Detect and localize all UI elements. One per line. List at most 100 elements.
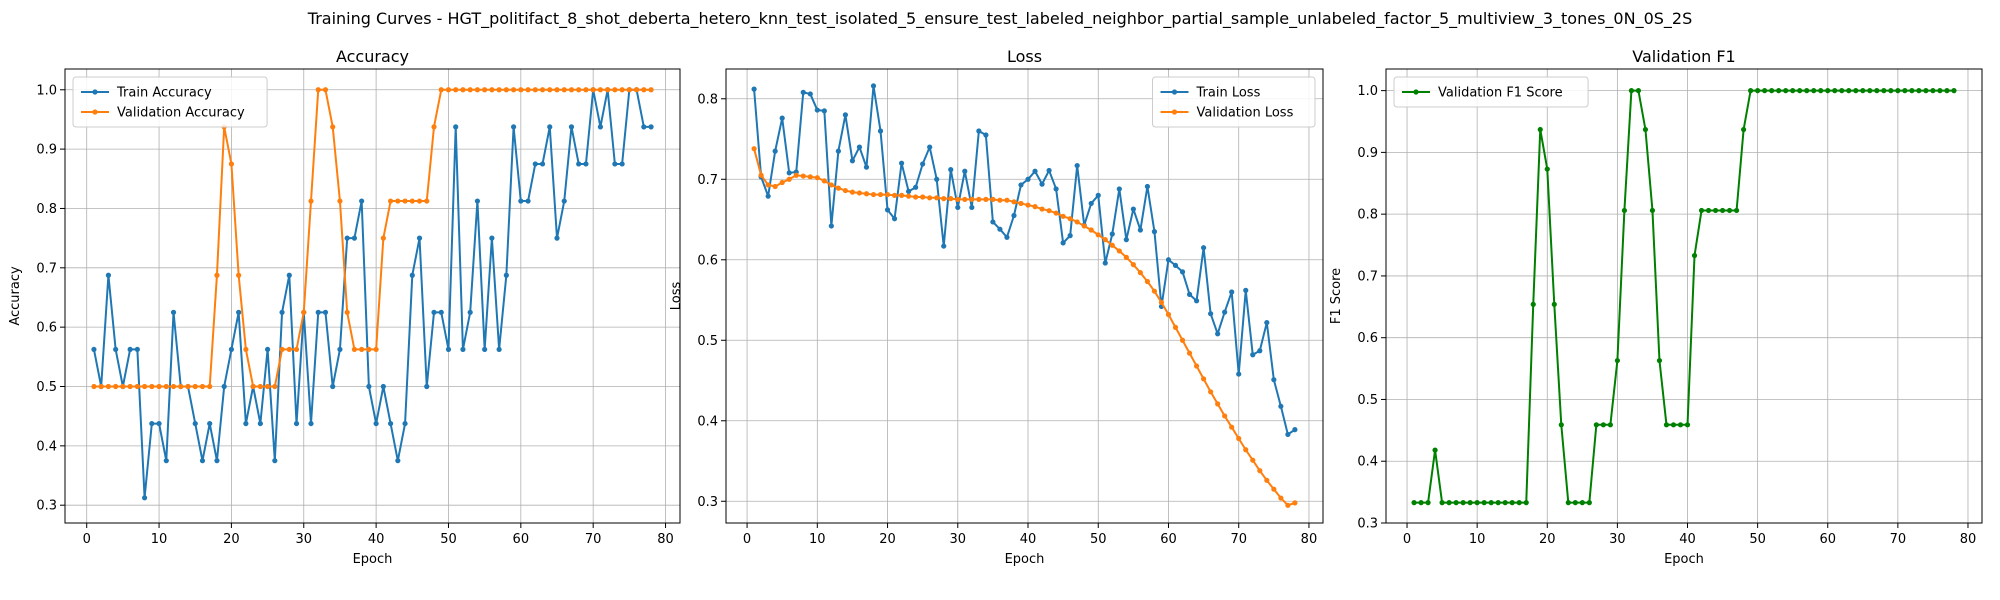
data-point (990, 196, 996, 203)
data-point (228, 161, 235, 167)
data-point (619, 161, 625, 167)
data-point (1523, 500, 1529, 506)
data-point (1411, 500, 1417, 506)
data-point (1032, 168, 1038, 174)
data-point (884, 207, 891, 213)
data-point (990, 219, 996, 225)
data-point (821, 178, 827, 184)
data-point (751, 86, 757, 92)
data-point (1853, 88, 1859, 94)
data-point (308, 420, 314, 427)
data-point (496, 346, 502, 353)
data-point (337, 346, 343, 353)
data-point (1818, 88, 1824, 94)
data-point (243, 346, 249, 353)
chart-title: Accuracy (336, 47, 409, 66)
data-point (1039, 206, 1045, 212)
data-point (807, 91, 813, 97)
data-point (772, 148, 778, 154)
data-point (941, 195, 947, 202)
data-point (1053, 186, 1059, 192)
data-point (373, 346, 379, 353)
data-point (906, 193, 912, 199)
x-tick-label: 50 (1090, 532, 1107, 547)
data-point (1804, 88, 1810, 94)
data-point (927, 144, 933, 150)
data-point (351, 235, 358, 241)
x-tick-label: 30 (1609, 532, 1626, 547)
series-line (92, 88, 652, 499)
data-point (583, 161, 589, 167)
x-tick-label: 30 (295, 532, 312, 547)
data-point (898, 192, 905, 198)
data-point (395, 458, 401, 464)
data-point (1762, 88, 1768, 94)
data-point (236, 309, 242, 315)
data-point (409, 198, 415, 204)
data-point (1495, 500, 1501, 506)
data-point (366, 383, 372, 390)
data-point (1600, 422, 1606, 428)
data-point (906, 188, 912, 194)
y-axis-label: Loss (669, 282, 684, 311)
data-point (438, 87, 444, 93)
legend-swatch-marker (92, 109, 98, 115)
data-point (1179, 337, 1186, 343)
data-point (1025, 176, 1031, 182)
data-point (539, 87, 546, 93)
data-point (1172, 262, 1179, 269)
data-point (568, 87, 575, 93)
data-point (1292, 427, 1298, 433)
data-point (1130, 206, 1136, 212)
data-point (1264, 477, 1270, 483)
data-point (272, 458, 278, 464)
data-point (1193, 298, 1200, 304)
data-point (1257, 468, 1263, 474)
data-point (849, 158, 856, 164)
data-point (1025, 202, 1031, 208)
data-point (228, 346, 235, 353)
data-point (424, 198, 430, 204)
data-point (279, 309, 285, 315)
data-point (373, 420, 379, 427)
x-tick-label: 80 (1301, 532, 1318, 547)
data-point (568, 124, 575, 130)
data-point (934, 195, 940, 201)
x-tick-label: 40 (1020, 532, 1037, 547)
data-point (1628, 88, 1635, 94)
data-point (842, 187, 849, 194)
data-point (758, 172, 764, 178)
data-point (870, 83, 877, 89)
data-point (416, 235, 423, 241)
data-point (510, 124, 517, 130)
x-tick-label: 0 (743, 532, 751, 547)
data-point (207, 383, 213, 390)
data-point (1698, 207, 1705, 214)
data-point (1215, 401, 1221, 407)
data-point (800, 89, 806, 95)
data-point (1179, 269, 1186, 275)
data-point (1060, 213, 1066, 219)
y-tick-label: 0.3 (1357, 517, 1378, 532)
data-point (554, 87, 560, 93)
y-tick-label: 0.7 (36, 261, 57, 276)
data-point (641, 87, 647, 93)
data-point (489, 87, 495, 93)
x-tick-label: 20 (1539, 532, 1556, 547)
data-point (330, 124, 336, 130)
data-point (1790, 88, 1796, 94)
data-point (178, 383, 184, 390)
data-point (962, 168, 968, 174)
data-point (884, 191, 891, 198)
data-point (308, 198, 314, 204)
data-point (1257, 348, 1263, 354)
data-point (1474, 500, 1480, 506)
y-tick-label: 0.4 (697, 414, 718, 429)
data-point (962, 196, 968, 203)
data-point (236, 272, 242, 278)
data-point (561, 87, 567, 93)
data-point (1755, 88, 1761, 94)
data-point (1895, 88, 1901, 94)
data-point (279, 346, 285, 353)
data-point (1439, 500, 1445, 506)
